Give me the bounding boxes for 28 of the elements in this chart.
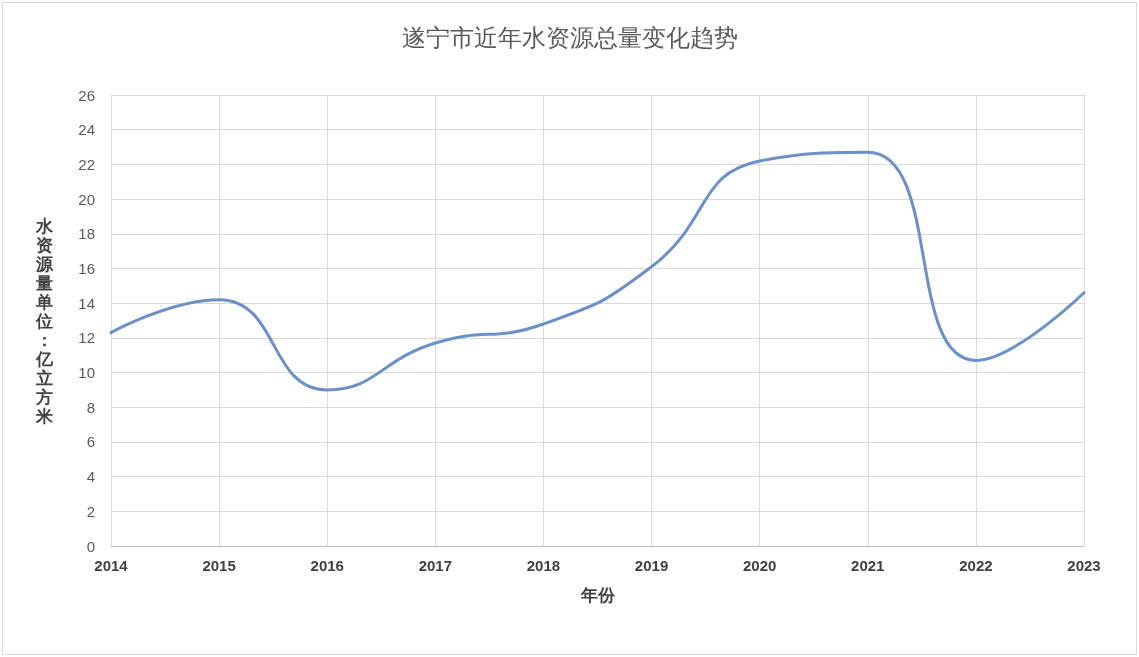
y-tick-label: 0 [86, 537, 95, 555]
x-tick-label: 2016 [310, 557, 344, 574]
line-series [109, 150, 1086, 392]
y-tick-label: 12 [78, 329, 95, 347]
y-tick-label: 16 [78, 259, 95, 277]
chart-title: 遂宁市近年水资源总量变化趋势 [401, 24, 738, 52]
y-tick-label: 6 [86, 433, 95, 451]
y-tick-label: 22 [78, 155, 95, 173]
x-tick-label: 2020 [742, 557, 777, 574]
y-tick-label: 18 [78, 225, 95, 243]
x-tick-label: 2021 [851, 557, 885, 574]
x-axis-title: 年份 [579, 584, 616, 605]
y-tick-label: 14 [78, 294, 95, 312]
y-tick-label: 10 [78, 364, 95, 382]
x-tick-label: 2018 [526, 557, 561, 574]
y-tick-label: 20 [78, 190, 95, 208]
y-tick-label: 24 [78, 121, 95, 139]
x-tick-label: 2023 [1067, 557, 1101, 574]
y-tick-label: 2 [86, 502, 95, 520]
y-tick-label: 26 [78, 86, 95, 104]
x-tick-label: 2014 [94, 557, 129, 574]
y-tick-label: 4 [86, 468, 95, 486]
x-tick-label: 2022 [959, 557, 993, 574]
x-tick-label: 2015 [202, 557, 236, 574]
y-tick-label: 8 [86, 398, 95, 416]
x-tick-label: 2019 [634, 557, 669, 574]
text: 水资源量单位：亿立方米 [36, 215, 53, 426]
x-tick-label: 2017 [418, 557, 453, 574]
